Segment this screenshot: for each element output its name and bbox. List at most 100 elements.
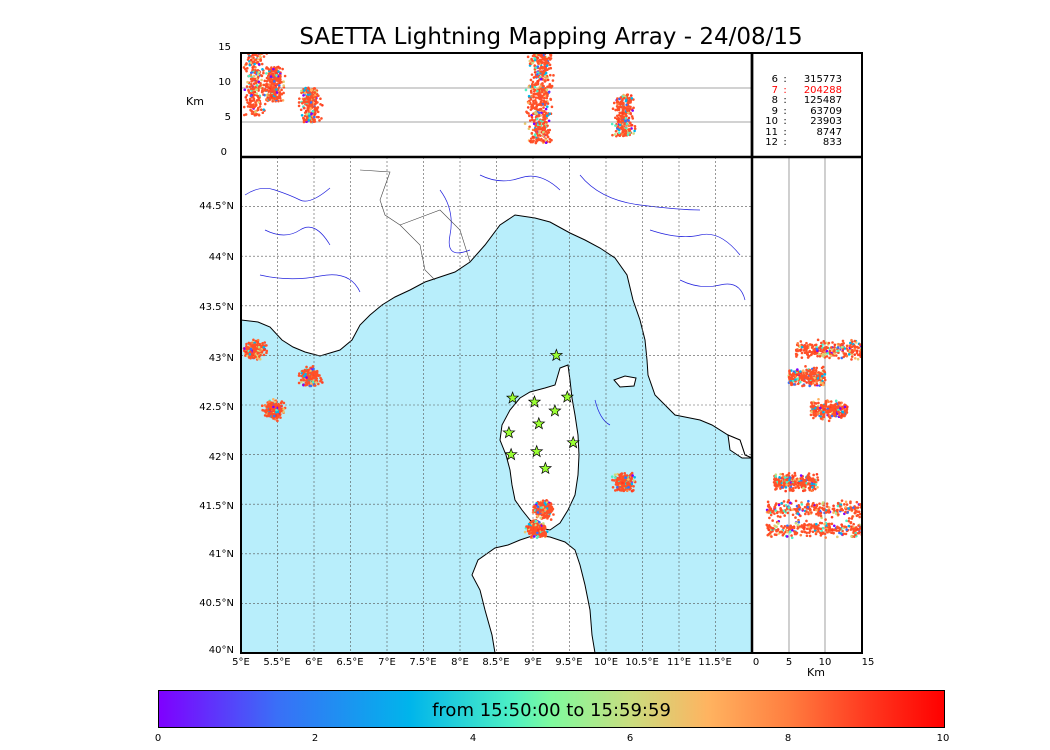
lightning-source-lat-alt bbox=[783, 514, 786, 517]
lightning-source-lon-alt bbox=[622, 106, 625, 110]
lightning-source-lon-alt bbox=[623, 122, 626, 126]
lightning-source-lon-alt bbox=[249, 77, 253, 81]
lightning-source-lat-alt bbox=[794, 499, 798, 503]
lightning-source-lat-alt bbox=[813, 480, 817, 484]
map-xtick: 7°E bbox=[378, 657, 396, 668]
lightning-source-lat-alt bbox=[815, 366, 818, 370]
lightning-source-lon-alt bbox=[244, 113, 248, 116]
lightning-source-lat-alt bbox=[808, 384, 811, 388]
lightning-source-lon-alt bbox=[269, 85, 273, 88]
lightning-source-lon-alt bbox=[524, 88, 528, 92]
lightning-source-lon-alt bbox=[308, 116, 312, 120]
lightning-source-lat-alt bbox=[819, 512, 823, 515]
lightning-source-lat-alt bbox=[802, 483, 806, 486]
lightning-source bbox=[528, 525, 532, 529]
lightning-source bbox=[546, 517, 549, 520]
lightning-source-lon-alt bbox=[621, 111, 624, 115]
lightning-source-lat-alt bbox=[832, 524, 836, 528]
lightning-source-lon-alt bbox=[528, 114, 531, 118]
lightning-source-lat-alt bbox=[809, 374, 813, 378]
lightning-source bbox=[623, 471, 627, 475]
lightning-source-lon-alt bbox=[538, 133, 541, 137]
lightning-source-lon-alt bbox=[548, 112, 551, 116]
lightning-source-lat-alt bbox=[817, 371, 820, 374]
lightning-source-lon-alt bbox=[314, 95, 317, 99]
lightning-source bbox=[268, 408, 272, 411]
lightning-source-lat-alt bbox=[819, 406, 822, 410]
lightning-source-lat-alt bbox=[817, 511, 820, 515]
lightning-source-lon-alt bbox=[530, 103, 534, 107]
lightning-source-lat-alt bbox=[775, 511, 779, 515]
lightning-source-lat-alt bbox=[857, 346, 860, 349]
map-xtick: 10.5°E bbox=[625, 657, 659, 668]
lightning-source-lon-alt bbox=[259, 102, 262, 106]
lightning-source-lat-alt bbox=[844, 532, 848, 536]
lightning-source-lon-alt bbox=[630, 96, 634, 100]
lightning-source-lon-alt bbox=[280, 92, 284, 96]
lightning-source-lon-alt bbox=[302, 116, 305, 120]
lightning-source bbox=[317, 382, 320, 386]
lightning-source-lon-alt bbox=[260, 74, 264, 78]
lightning-source-lon-alt bbox=[265, 66, 269, 69]
lightning-source-lon-alt bbox=[277, 79, 281, 83]
lightning-source-lon-alt bbox=[256, 94, 260, 98]
lightning-source-lat-alt bbox=[856, 510, 860, 514]
lightning-source-lat-alt bbox=[791, 482, 794, 486]
lightning-source-lat-alt bbox=[789, 525, 792, 529]
lightning-source-lon-alt bbox=[267, 68, 271, 71]
lightning-source-lon-alt bbox=[245, 62, 248, 66]
lightning-source-lon-alt bbox=[249, 94, 253, 98]
lightning-source-lon-alt bbox=[541, 109, 544, 113]
lightning-source bbox=[263, 348, 266, 351]
lightning-source bbox=[312, 367, 315, 371]
lightning-source-lat-alt bbox=[799, 483, 803, 486]
lightning-source-lat-alt bbox=[851, 515, 854, 518]
lightning-source bbox=[276, 419, 279, 423]
corsica-land bbox=[499, 364, 580, 531]
lightning-source bbox=[275, 408, 278, 412]
lightning-source-lon-alt bbox=[546, 131, 549, 135]
lightning-source-lat-alt bbox=[847, 353, 851, 356]
lightning-source-lat-alt bbox=[810, 489, 813, 493]
lightning-source-lon-alt bbox=[628, 129, 631, 133]
lightning-source-lon-alt bbox=[298, 97, 301, 100]
lightning-source-lon-alt bbox=[307, 100, 310, 104]
lightning-source-lat-alt bbox=[794, 521, 798, 525]
lightning-source-lat-alt bbox=[836, 526, 839, 530]
lightning-source-lat-alt bbox=[830, 522, 834, 526]
lightning-source-lat-alt bbox=[821, 365, 825, 369]
station-star bbox=[502, 425, 516, 439]
lightning-source-lat-alt bbox=[811, 477, 815, 481]
lightning-source bbox=[626, 483, 629, 486]
elba-island bbox=[613, 375, 637, 388]
map-xtick: 11.5°E bbox=[698, 657, 732, 668]
lightning-source-lon-alt bbox=[242, 105, 246, 109]
lightning-source bbox=[614, 483, 618, 486]
lightning-source-lat-alt bbox=[847, 524, 851, 528]
lightning-source-lat-alt bbox=[771, 511, 774, 514]
map-ytick: 40°N bbox=[208, 645, 234, 656]
lightning-source-lat-alt bbox=[803, 489, 806, 492]
lightning-source bbox=[538, 501, 542, 505]
lightning-source-lat-alt bbox=[782, 482, 786, 486]
lightning-source bbox=[256, 352, 260, 355]
lightning-source-lat-alt bbox=[782, 526, 785, 530]
lightning-source-lat-alt bbox=[834, 405, 837, 409]
lightning-source-lon-alt bbox=[629, 121, 632, 125]
lightning-source-lon-alt bbox=[625, 109, 629, 112]
lightning-source-lat-alt bbox=[808, 343, 812, 346]
lightning-source-lat-alt bbox=[804, 512, 807, 516]
lightning-source-lat-alt bbox=[807, 512, 810, 516]
lightning-source-lon-alt bbox=[311, 105, 314, 108]
lightning-source-lon-alt bbox=[547, 56, 551, 60]
lightning-source-lon-alt bbox=[548, 63, 552, 67]
lightning-source-lon-alt bbox=[308, 104, 311, 108]
italy-coast bbox=[727, 434, 752, 459]
lightning-source-lat-alt bbox=[769, 531, 772, 534]
lightning-source-lat-alt bbox=[823, 370, 826, 373]
lightning-source-lat-alt bbox=[816, 412, 820, 415]
lightning-source-lon-alt bbox=[262, 71, 265, 75]
lightning-source-lat-alt bbox=[785, 535, 789, 538]
lightning-source-lat-alt bbox=[812, 416, 815, 420]
lightning-source-lon-alt bbox=[542, 96, 546, 100]
